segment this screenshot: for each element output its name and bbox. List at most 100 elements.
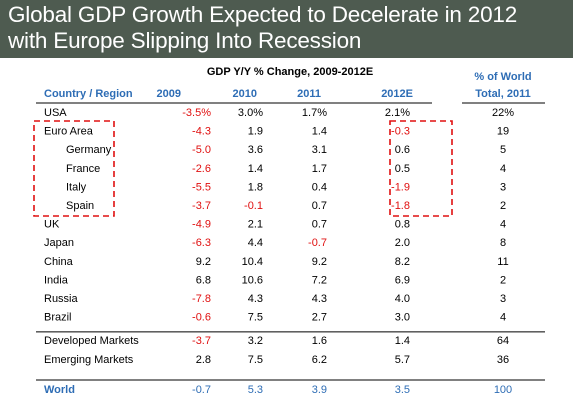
row-value: -4.9 [192,219,211,231]
row-value: 0.4 [312,181,327,193]
row-label: Emerging Markets [44,354,134,366]
row-value: -4.3 [192,126,211,138]
row-value: 10.4 [242,256,263,268]
row-value: 7.2 [312,274,327,286]
header-2009: 2009 [157,88,181,100]
row-value: -3.7 [192,200,211,212]
row-value: -6.3 [192,237,211,249]
row-label: Brazil [44,312,72,324]
row-value: 1.7 [312,163,327,175]
row-value: 1.7% [302,107,327,119]
gdp-table: GDP Y/Y % Change, 2009-2012E Country / Re… [33,66,545,396]
row-label: France [66,163,100,175]
row-value: 1.4 [312,126,327,138]
row-value: 1.4 [248,163,263,175]
row-share: 2 [500,274,506,286]
row-label: Germany [66,144,112,156]
row-share: 64 [497,335,509,347]
row-value: -1.8 [391,200,410,212]
row-share: 3 [500,181,506,193]
row-value: 3.2 [248,335,263,347]
row-value: 6.2 [312,354,327,366]
row-value: -5.5 [192,181,211,193]
row-value: 5.7 [395,354,410,366]
row-label: Russia [44,293,79,305]
header-2010: 2010 [233,88,257,100]
row-value: -5.0 [192,144,211,156]
row-value: 0.8 [395,219,410,231]
row-value: -0.3 [391,126,410,138]
row-value: 7.5 [248,312,263,324]
row-value: -0.1 [244,200,263,212]
header-country: Country / Region [44,88,133,100]
row-share: 3 [500,293,506,305]
row-value: 0.6 [395,144,410,156]
row-value: 3.0% [238,107,263,119]
row-share: 4 [500,312,506,324]
row-share: 4 [500,163,506,175]
euro-area-highlight-box [33,120,115,217]
total-row-value: 5.3 [248,384,263,396]
row-value: -2.6 [192,163,211,175]
euro-2012e-highlight-box [389,120,453,217]
row-value: 7.5 [248,354,263,366]
row-value: 2.7 [312,312,327,324]
row-share: 11 [497,256,508,268]
title-line-2: with Europe Slipping Into Recession [8,28,362,53]
row-value: 10.6 [242,274,263,286]
row-value: 1.9 [248,126,263,138]
row-value: 6.8 [196,274,211,286]
table-title: GDP Y/Y % Change, 2009-2012E [207,66,373,78]
row-value: -0.7 [308,237,327,249]
row-share: 22% [492,107,514,119]
row-value: 2.8 [196,354,211,366]
row-label: China [44,256,74,268]
total-row-label: World [44,384,75,396]
row-share: 19 [497,126,509,138]
row-value: 3.1 [312,144,327,156]
row-value: 2.0 [395,237,410,249]
row-value: 8.2 [395,256,410,268]
row-value: 0.7 [312,219,327,231]
row-value: 4.3 [248,293,263,305]
row-share: 8 [500,237,506,249]
row-value: 3.0 [395,312,410,324]
row-value: -3.5% [182,107,211,119]
row-share: 36 [497,354,509,366]
title-banner: Global GDP Growth Expected to Decelerate… [0,0,573,58]
total-row-value: 3.9 [312,384,327,396]
row-value: 1.8 [248,181,263,193]
row-value: 6.9 [395,274,410,286]
row-value: 9.2 [312,256,327,268]
row-value: -0.6 [192,312,211,324]
row-value: 1.4 [395,335,410,347]
row-label: India [44,274,69,286]
header-share-line-1: % of World [474,71,531,83]
row-value: 4.3 [312,293,327,305]
header-2012e: 2012E [381,88,413,100]
row-value: -7.8 [192,293,211,305]
header-2011: 2011 [297,88,321,100]
gdp-table-wrap: GDP Y/Y % Change, 2009-2012E Country / Re… [0,58,573,409]
row-value: 2.1 [248,219,263,231]
row-value: -1.9 [391,181,410,193]
row-value: 0.7 [312,200,327,212]
total-row-value: 3.5 [395,384,410,396]
row-value: -3.7 [192,335,211,347]
total-row-value: -0.7 [192,384,211,396]
row-value: 4.4 [248,237,263,249]
header-share-line-2: Total, 2011 [475,88,530,100]
total-row-share: 100 [494,384,512,396]
row-value: 3.6 [248,144,263,156]
row-share: 5 [500,144,506,156]
row-value: 1.6 [312,335,327,347]
row-value: 2.1% [385,107,410,119]
row-label: Euro Area [44,126,94,138]
row-label: Italy [66,181,87,193]
slide-title: Global GDP Growth Expected to Decelerate… [8,2,517,54]
row-value: 4.0 [395,293,410,305]
title-line-1: Global GDP Growth Expected to Decelerate… [8,2,518,27]
row-label: Developed Markets [44,335,139,347]
row-label: UK [44,219,60,231]
row-value: 0.5 [395,163,410,175]
